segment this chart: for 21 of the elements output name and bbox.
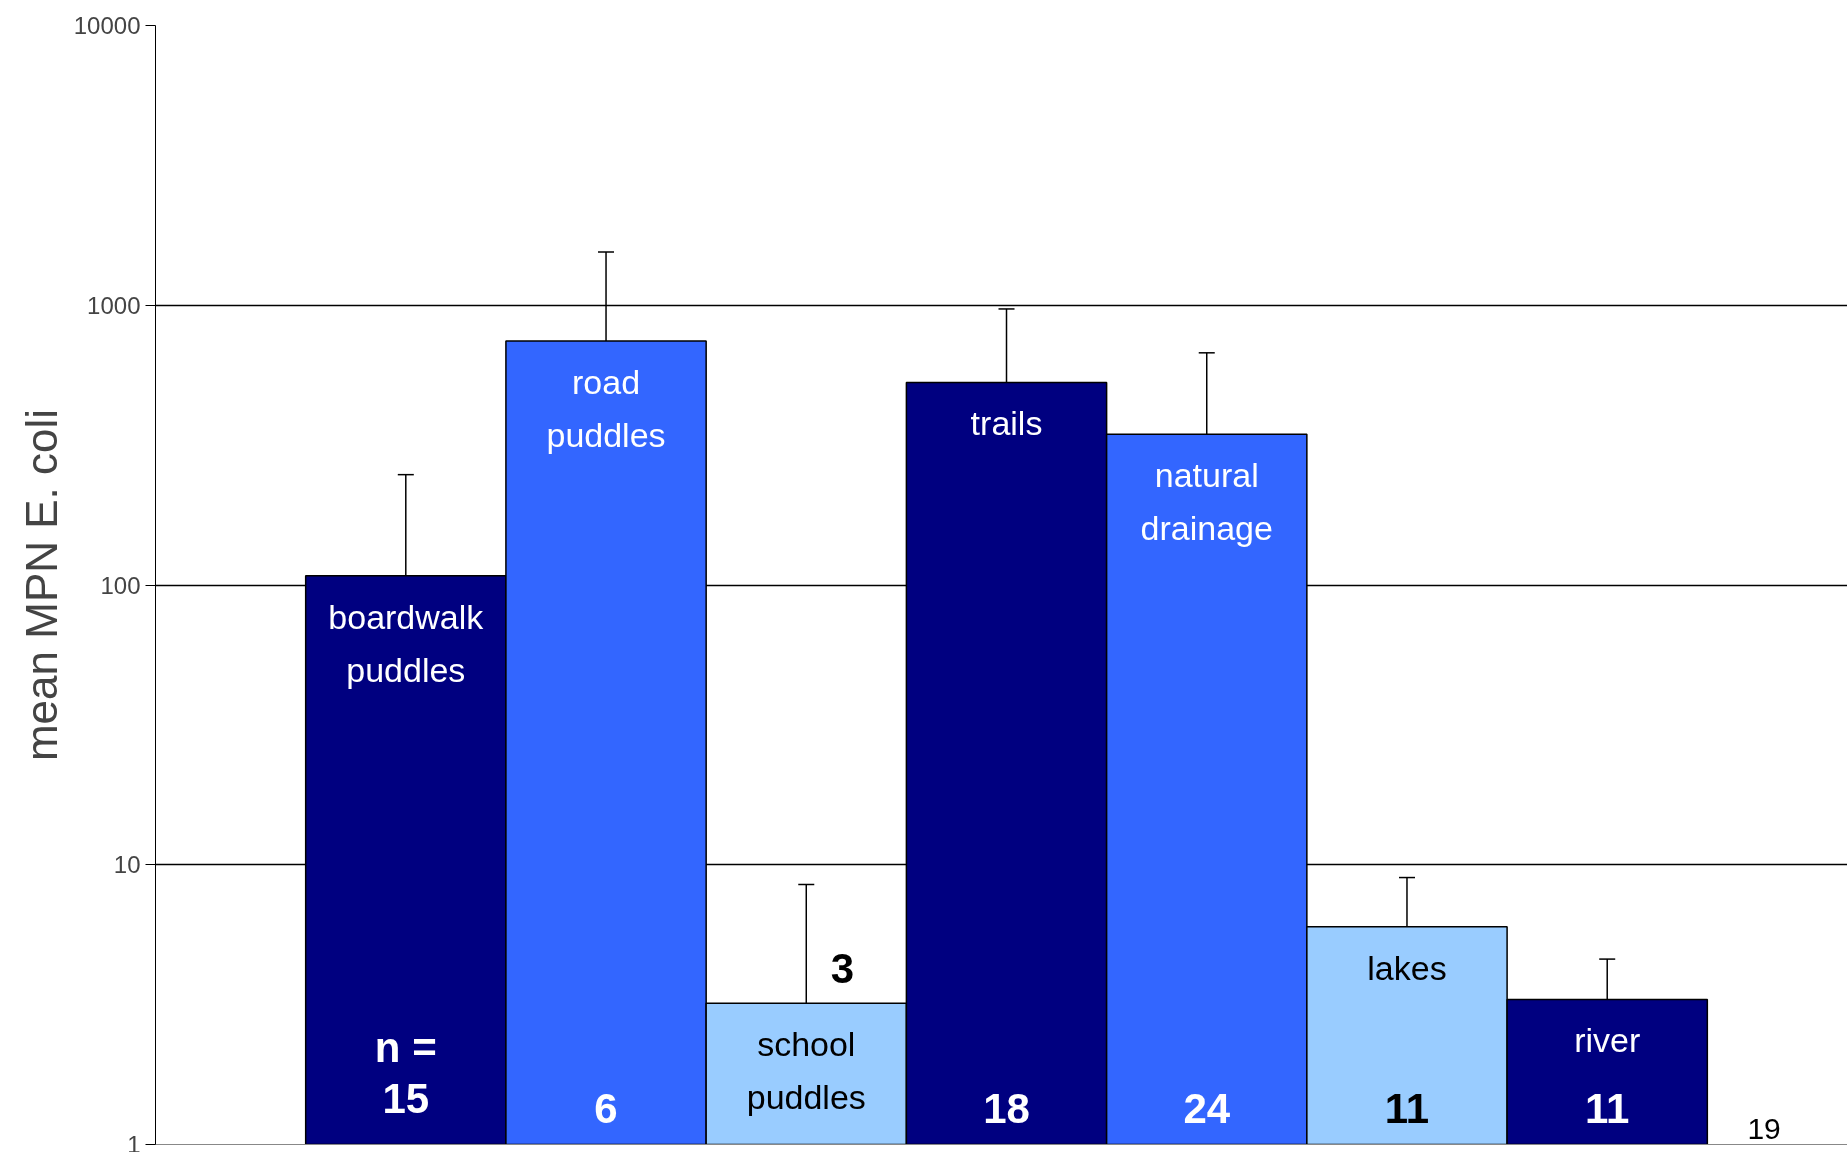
x-tick-label: natural drainage: [1140, 456, 1273, 548]
x-tick-label: river: [1574, 1021, 1641, 1060]
annotation: 11: [1585, 1084, 1630, 1132]
annotation: 11: [1384, 1084, 1430, 1132]
x-tick-label: trails: [970, 404, 1043, 443]
annotation: 6: [594, 1084, 618, 1132]
annotation: 18: [983, 1084, 1030, 1132]
x-tick-label: road puddles: [546, 363, 666, 455]
annotation: n = 15: [374, 1023, 437, 1123]
y-tick-label: 1000: [87, 291, 141, 319]
x-tick-label: boardwalk puddles: [328, 597, 485, 689]
y-tick-label: 100: [100, 571, 141, 599]
y-axis-title: mean MPN E. coli: [16, 408, 66, 762]
x-tick-label: lakes: [1367, 948, 1447, 987]
annotation: 24: [1183, 1084, 1231, 1132]
annotation: 19: [1747, 1111, 1781, 1145]
y-tick-label: 10000: [73, 12, 141, 39]
y-tick-label: 1: [127, 1130, 141, 1152]
y-tick-label: 10: [113, 851, 141, 879]
x-tick-label: school puddles: [746, 1025, 866, 1117]
annotation: 3: [830, 945, 854, 993]
